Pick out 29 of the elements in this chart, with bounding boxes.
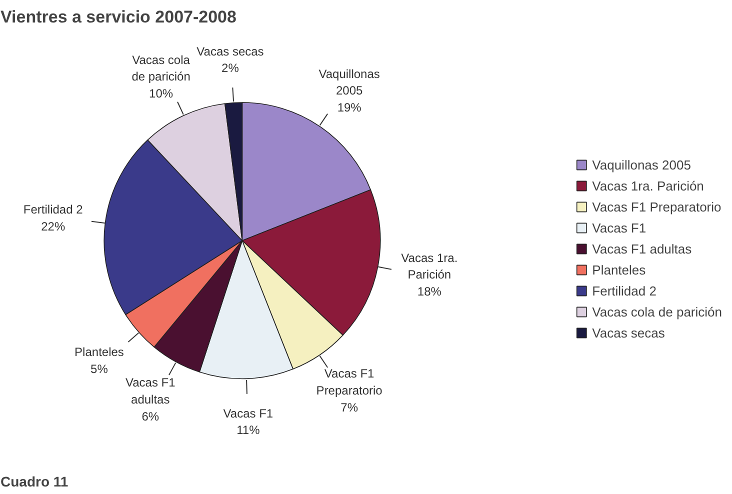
slice-label: Vacas secas <box>196 44 264 58</box>
data-label: 19% <box>337 100 362 115</box>
slice-label: Vaquillonas 2005 <box>318 66 380 98</box>
data-label: 18% <box>417 284 442 298</box>
slice-label: Vacas F1 adultas <box>125 376 176 406</box>
data-label: 10% <box>149 86 174 100</box>
data-label: 11% <box>236 423 260 438</box>
legend-label: Vacas secas <box>592 325 665 340</box>
legend-label: Vacas cola de parición <box>592 304 722 319</box>
slice-label: Fertilidad 2 <box>23 202 84 217</box>
text: Cuadro 11 <box>0 474 68 490</box>
legend-label: Vacas F1 adultas <box>592 241 692 256</box>
legend-label: Fertilidad 2 <box>592 283 656 298</box>
slice-label: Vacas 1ra. Parición <box>401 250 458 282</box>
slice-label: Vacas F1 Preparatorio <box>316 366 383 398</box>
legend-label: Planteles <box>592 262 646 277</box>
slice-label: Vacas F1 <box>223 406 274 420</box>
data-label: 22% <box>41 219 66 234</box>
data-label: 6% <box>142 409 160 424</box>
legend-label: Vaquillonas 2005 <box>592 157 691 172</box>
chart-title: Vientres a servicio 2007-2008 <box>0 8 236 26</box>
legend-label: Vacas F1 <box>592 220 646 235</box>
data-label: 7% <box>340 400 358 414</box>
data-label: 5% <box>90 362 108 376</box>
data-label: 2% <box>222 61 240 76</box>
slice-label: Vacas cola de parición <box>132 52 190 84</box>
legend-label: Vacas 1ra. Parición <box>592 178 704 193</box>
legend-label: Vacas F1 Preparatorio <box>592 199 722 214</box>
slice-label: Planteles <box>74 345 124 360</box>
